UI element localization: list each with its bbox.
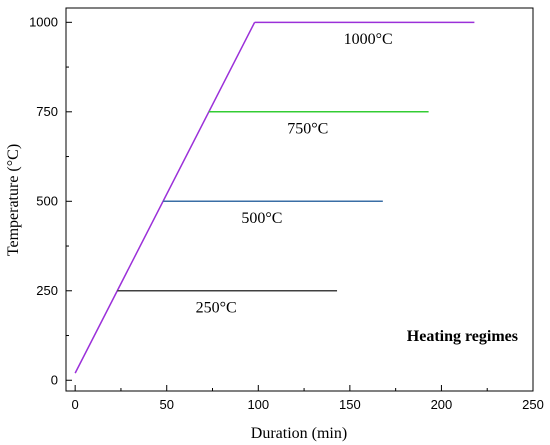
y-tick-label-750: 750	[36, 104, 58, 119]
y-tick-label-250: 250	[36, 283, 58, 298]
series-label-750: 750°C	[287, 120, 328, 137]
x-tick-label-50: 50	[159, 397, 173, 412]
x-axis-title: Duration (min)	[251, 425, 347, 442]
annotation-heating-regimes: Heating regimes	[407, 328, 518, 345]
series-labels: 250°C 500°C 750°C 1000°C	[196, 31, 393, 316]
x-tick-label-150: 150	[339, 397, 361, 412]
y-tick-label-1000: 1000	[29, 14, 58, 29]
x-tick-label-200: 200	[431, 397, 453, 412]
y-tick-label-500: 500	[36, 193, 58, 208]
series-lines	[74, 21, 475, 374]
y-axis-ticks: 0 250 500 750 1000	[29, 14, 72, 387]
x-axis-ticks: 0 50 100 150 200 250	[72, 385, 544, 412]
x-tick-label-100: 100	[247, 397, 269, 412]
y-tick-label-0: 0	[51, 372, 58, 387]
series-label-250: 250°C	[196, 299, 237, 316]
series-label-500: 500°C	[241, 210, 282, 227]
plot-frame	[65, 7, 534, 392]
y-axis-title: Temperature (°C)	[5, 144, 22, 256]
series-label-1000: 1000°C	[344, 31, 393, 48]
x-tick-label-0: 0	[72, 397, 79, 412]
ramp-line	[74, 21, 256, 374]
x-tick-label-250: 250	[522, 397, 544, 412]
